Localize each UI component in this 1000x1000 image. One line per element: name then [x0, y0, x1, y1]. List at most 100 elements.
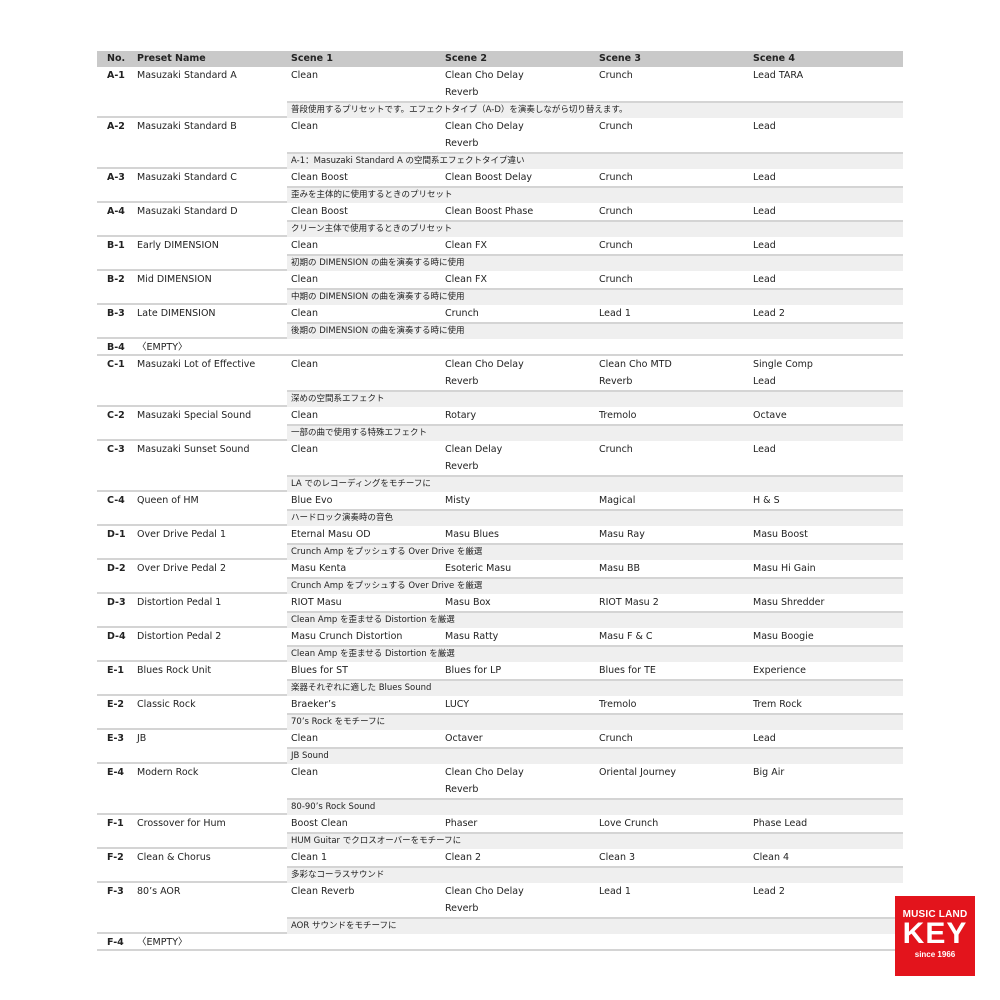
scene-2-value: Clean Boost Phase — [445, 206, 534, 217]
scene-1-value: Braeker’s — [291, 699, 336, 710]
scene-2-value: Crunch — [445, 308, 479, 319]
scene-4-value: Big Air — [753, 767, 785, 778]
scene-4-value: Lead — [753, 121, 776, 132]
preset-number: A-3 — [107, 172, 125, 183]
scene-1-value: Clean — [291, 308, 318, 319]
preset-note: A-1：Masuzaki Standard A の空間系エフェクトタイプ違い — [287, 152, 903, 169]
preset-number: C-2 — [107, 410, 125, 421]
preset-number: D-4 — [107, 631, 126, 642]
scene-2-value: Clean FX — [445, 274, 487, 285]
scene-3-value: Crunch — [599, 274, 633, 285]
preset-number: B-2 — [107, 274, 125, 285]
scene-3-value: Crunch — [599, 121, 633, 132]
preset-name: Modern Rock — [137, 767, 199, 778]
scene-2-value: LUCY — [445, 699, 470, 710]
preset-name: Masuzaki Standard D — [137, 206, 238, 217]
preset-note: AOR サウンドをモチーフに — [287, 917, 903, 934]
scene-2-value: Octaver — [445, 733, 483, 744]
table-row: B-4 〈EMPTY〉 — [97, 339, 903, 356]
preset-number: F-2 — [107, 852, 124, 863]
scene-3-value: Masu BB — [599, 563, 641, 574]
preset-name: Queen of HM — [137, 495, 199, 506]
table-row: A-2 Masuzaki Standard B Clean Clean Cho Del… — [97, 118, 903, 169]
preset-note: 中期の DIMENSION の曲を演奏する時に使用 — [287, 288, 903, 305]
preset-number: A-1 — [107, 70, 125, 81]
table-row: F-1 Crossover for Hum Boost Clean Phaser Lov… — [97, 815, 903, 849]
scene-3-value: Lead 1 — [599, 308, 631, 319]
scene-1-value: Clean Boost — [291, 172, 348, 183]
scene-1-value: Masu Crunch Distortion — [291, 631, 403, 642]
scene-4-value: Lead — [753, 172, 776, 183]
preset-number: A-2 — [107, 121, 125, 132]
scene-1-value: Clean 1 — [291, 852, 328, 863]
preset-name: Masuzaki Standard A — [137, 70, 237, 81]
preset-note: LA でのレコーディングをモチーフに — [287, 475, 903, 492]
scene-4-value: Clean 4 — [753, 852, 790, 863]
preset-name: Masuzaki Special Sound — [137, 410, 252, 421]
scene-2-value: Clean FX — [445, 240, 487, 251]
scene-2-value: Reverb — [445, 784, 479, 795]
preset-number: A-4 — [107, 206, 125, 217]
table-row: C-1 Masuzaki Lot of Effective Clean Clean C… — [97, 356, 903, 407]
scene-4-value: Lead — [753, 274, 776, 285]
preset-number: C-4 — [107, 495, 125, 506]
scene-3-value: Clean Cho MTD — [599, 359, 672, 370]
table-row: C-2 Masuzaki Special Sound Clean Rotary Trem… — [97, 407, 903, 441]
preset-name: Early DIMENSION — [137, 240, 219, 251]
scene-3-value: Clean 3 — [599, 852, 636, 863]
scene-2-value: Clean Cho Delay — [445, 70, 524, 81]
preset-name: Masuzaki Standard B — [137, 121, 237, 132]
header-scene-2: Scene 2 — [445, 53, 488, 64]
table-row: E-2 Classic Rock Braeker’s LUCY Tremolo Trem … — [97, 696, 903, 730]
preset-name: Over Drive Pedal 1 — [137, 529, 227, 540]
scene-1-value: Boost Clean — [291, 818, 348, 829]
scene-1-value: Clean Reverb — [291, 886, 355, 897]
scene-3-value: Love Crunch — [599, 818, 659, 829]
preset-number: B-4 — [107, 342, 125, 353]
scene-4-value: Single Comp — [753, 359, 813, 370]
scene-2-value: Masu Ratty — [445, 631, 499, 642]
scene-4-value: Lead — [753, 240, 776, 251]
scene-3-value: Crunch — [599, 70, 633, 81]
scene-3-value: Blues for TE — [599, 665, 656, 676]
scene-4-value: H & S — [753, 495, 780, 506]
scene-4-value: Phase Lead — [753, 818, 808, 829]
table-row: D-3 Distortion Pedal 1 RIOT Masu Masu Box RI… — [97, 594, 903, 628]
scene-1-value: RIOT Masu — [291, 597, 342, 608]
preset-note: ハードロック演奏時の音色 — [287, 509, 903, 526]
scene-1-value: Clean — [291, 274, 318, 285]
table-row: A-4 Masuzaki Standard D Clean Boost Clean B… — [97, 203, 903, 237]
header-scene-4: Scene 4 — [753, 53, 796, 64]
preset-number: F-4 — [107, 937, 124, 948]
scene-4-value: Octave — [753, 410, 787, 421]
preset-number: D-2 — [107, 563, 126, 574]
preset-number: F-3 — [107, 886, 124, 897]
scene-3-value: Crunch — [599, 444, 633, 455]
scene-2-value: Reverb — [445, 138, 479, 149]
table-row: B-1 Early DIMENSION Clean Clean FX Crunch Lea… — [97, 237, 903, 271]
scene-1-value: Clean — [291, 444, 318, 455]
preset-note: 初期の DIMENSION の曲を演奏する時に使用 — [287, 254, 903, 271]
scene-4-value: Lead 2 — [753, 886, 785, 897]
scene-2-value: Clean 2 — [445, 852, 482, 863]
preset-note: Clean Amp を歪ませる Distortion を厳選 — [287, 611, 903, 628]
header-scene-3: Scene 3 — [599, 53, 642, 64]
scene-2-value: Clean Delay — [445, 444, 503, 455]
scene-1-value: Clean — [291, 121, 318, 132]
table-row: C-3 Masuzaki Sunset Sound Clean Clean Delay… — [97, 441, 903, 492]
preset-name: Distortion Pedal 2 — [137, 631, 222, 642]
preset-number: E-4 — [107, 767, 125, 778]
table-row: C-4 Queen of HM Blue Evo Misty Magical H & S ハ… — [97, 492, 903, 526]
table-row: E-4 Modern Rock Clean Clean Cho Delay Reverb… — [97, 764, 903, 815]
scene-3-value: Tremolo — [599, 410, 637, 421]
preset-note: JB Sound — [287, 747, 903, 764]
preset-note: 70’s Rock をモチーフに — [287, 713, 903, 730]
preset-name: Distortion Pedal 1 — [137, 597, 222, 608]
scene-3-value: Magical — [599, 495, 636, 506]
scene-2-value: Clean Cho Delay — [445, 767, 524, 778]
scene-1-value: Clean — [291, 240, 318, 251]
scene-4-value: Lead 2 — [753, 308, 785, 319]
preset-note: 歪みを主体的に使用するときのプリセット — [287, 186, 903, 203]
preset-name: Crossover for Hum — [137, 818, 226, 829]
scene-1-value: Clean — [291, 70, 318, 81]
